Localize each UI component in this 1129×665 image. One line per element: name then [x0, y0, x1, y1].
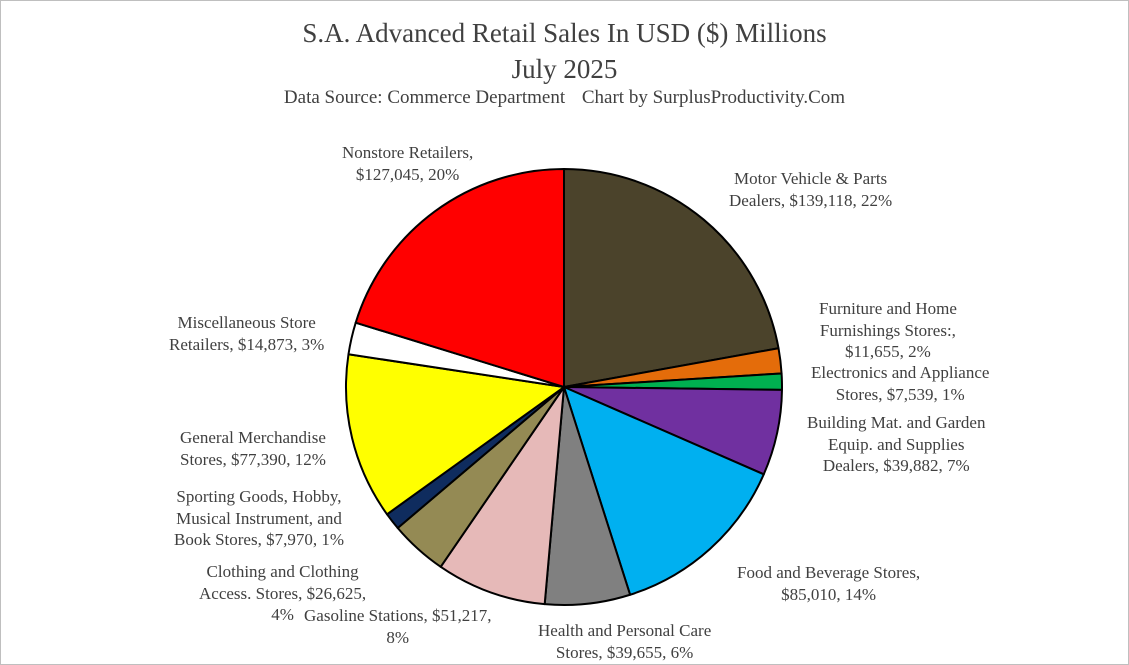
slice-label-line: Food and Beverage Stores, — [737, 563, 921, 582]
slice-label-1: Motor Vehicle & Parts Dealers, $139,118, … — [729, 168, 892, 211]
slice-label-10: General Merchandise Stores, $77,390, 12% — [180, 427, 326, 470]
slice-label-line: $127,045, 20% — [355, 164, 460, 184]
pie-slice-10 — [345, 353, 565, 516]
chart-subtitle: July 2025 — [511, 54, 618, 84]
slice-label-line: Stores, $7,539, 1% — [835, 384, 965, 404]
pie-slice-1 — [563, 168, 780, 388]
slice-label-line: Book Stores, $7,970, 1% — [174, 530, 344, 549]
slice-label-line: Stores, $77,390, 12% — [180, 449, 326, 469]
slice-label-line: General Merchandise — [180, 428, 326, 447]
slice-label-line: Dealers, $39,882, 7% — [822, 456, 970, 475]
slice-label-4: Building Mat. and Garden Equip. and Suppl… — [807, 412, 985, 477]
slice-label-line: Building Mat. and Garden — [807, 413, 986, 432]
slice-label-7: Gasoline Stations, $51,217, 8% — [304, 605, 491, 648]
slice-label-line: Equip. and Supplies — [828, 434, 965, 454]
slice-label-2: Furniture and Home Furnishings Stores:, $1… — [819, 298, 957, 363]
slice-label-line: Furniture and Home — [819, 299, 957, 318]
slice-label-line: Motor Vehicle & Parts — [734, 169, 888, 188]
slice-label-line: 4% — [271, 605, 294, 624]
slice-label-line: $85,010, 14% — [781, 584, 877, 604]
slice-label-12: Nonstore Retailers, $127,045, 20% — [342, 142, 473, 185]
slice-label-3: Electronics and Appliance Stores, $7,539,… — [811, 362, 989, 405]
slice-label-line: Furnishings Stores:, — [819, 320, 956, 340]
slice-label-line: Retailers, $14,873, 3% — [169, 334, 325, 354]
slice-label-line: $11,655, 2% — [845, 342, 931, 361]
slice-label-line: Clothing and Clothing — [206, 562, 359, 581]
chart-source-line: Data Source: Commerce Department Chart b… — [0, 87, 1129, 109]
chart-title: S.A. Advanced Retail Sales In USD ($) Mi… — [302, 18, 827, 48]
slice-label-6: Health and Personal Care Stores, $39,655,… — [538, 620, 711, 663]
slice-label-line: Gasoline Stations, $51,217, — [304, 606, 492, 625]
slice-label-line: Miscellaneous Store — [177, 313, 316, 332]
slice-label-line: Access. Stores, $26,625, — [199, 583, 367, 603]
pie-slice-7 — [439, 386, 565, 606]
slice-label-11: Miscellaneous Store Retailers, $14,873, 3… — [169, 312, 324, 355]
pie-slice-12 — [354, 168, 565, 388]
slice-label-line: 8% — [386, 627, 410, 647]
slice-label-line: Sporting Goods, Hobby, — [176, 487, 342, 506]
slice-label-9: Sporting Goods, Hobby, Musical Instrument… — [174, 486, 344, 551]
slice-label-line: Health and Personal Care — [538, 621, 712, 640]
slice-label-8: Clothing and Clothing Access. Stores, $26… — [199, 561, 366, 626]
slice-label-5: Food and Beverage Stores, $85,010, 14% — [737, 562, 920, 605]
slice-label-line: Musical Instrument, and — [176, 508, 342, 528]
chart-credit-text: Chart by SurplusProductivity.Com — [581, 87, 846, 108]
slice-label-line: Dealers, $139,118, 22% — [729, 190, 893, 210]
slice-label-line: Nonstore Retailers, — [342, 143, 474, 162]
slice-label-line: Stores, $39,655, 6% — [555, 642, 694, 662]
slice-label-line: Electronics and Appliance — [811, 363, 990, 382]
data-source-text: Data Source: Commerce Department — [283, 87, 566, 108]
